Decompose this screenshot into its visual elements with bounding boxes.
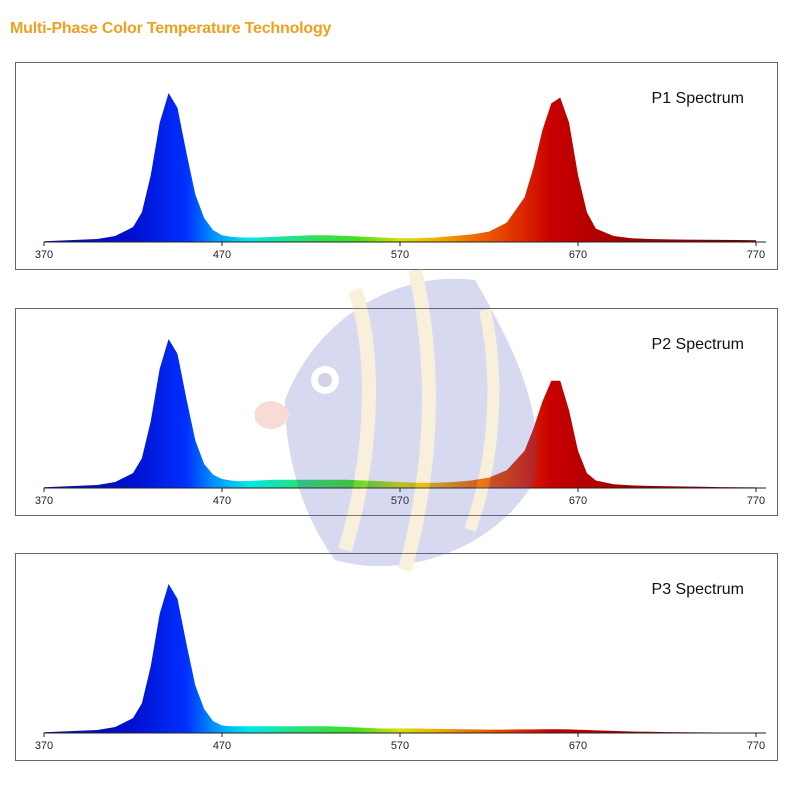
- p2-spectrum-panel: 370 470 570 670 770 P2 Spectrum: [15, 308, 778, 516]
- spectrum-area: [44, 584, 756, 733]
- spectrum-area: [44, 93, 756, 242]
- x-tick-label: 470: [213, 495, 231, 507]
- page-title: Multi-Phase Color Temperature Technology: [10, 20, 332, 37]
- x-tick-label: 370: [35, 740, 53, 752]
- x-tick-label: 670: [569, 249, 587, 261]
- spectrum-area: [44, 339, 756, 488]
- x-tick-label: 670: [569, 740, 587, 752]
- x-tick-label: 670: [569, 495, 587, 507]
- spectrum-title: P1 Spectrum: [652, 90, 744, 107]
- p3-spectrum-chart: 370 470 570 670 770 P3 Spectrum: [35, 581, 766, 752]
- spectrum-title: P2 Spectrum: [652, 336, 744, 353]
- x-tick-label: 770: [747, 740, 765, 752]
- spectrum-title: P3 Spectrum: [652, 581, 744, 598]
- x-tick-label: 570: [391, 495, 409, 507]
- p1-spectrum-panel: 370 470 570 670 770 P1 Spectrum: [15, 62, 778, 270]
- p1-spectrum-chart: 370 470 570 670 770 P1 Spectrum: [35, 90, 766, 261]
- x-tick-label: 570: [391, 740, 409, 752]
- x-tick-label: 570: [391, 249, 409, 261]
- p2-spectrum-chart: 370 470 570 670 770 P2 Spectrum: [35, 336, 766, 507]
- x-tick-label: 770: [747, 249, 765, 261]
- x-tick-label: 370: [35, 249, 53, 261]
- x-tick-label: 770: [747, 495, 765, 507]
- x-tick-label: 470: [213, 249, 231, 261]
- x-tick-label: 470: [213, 740, 231, 752]
- x-tick-label: 370: [35, 495, 53, 507]
- p3-spectrum-panel: 370 470 570 670 770 P3 Spectrum: [15, 553, 778, 761]
